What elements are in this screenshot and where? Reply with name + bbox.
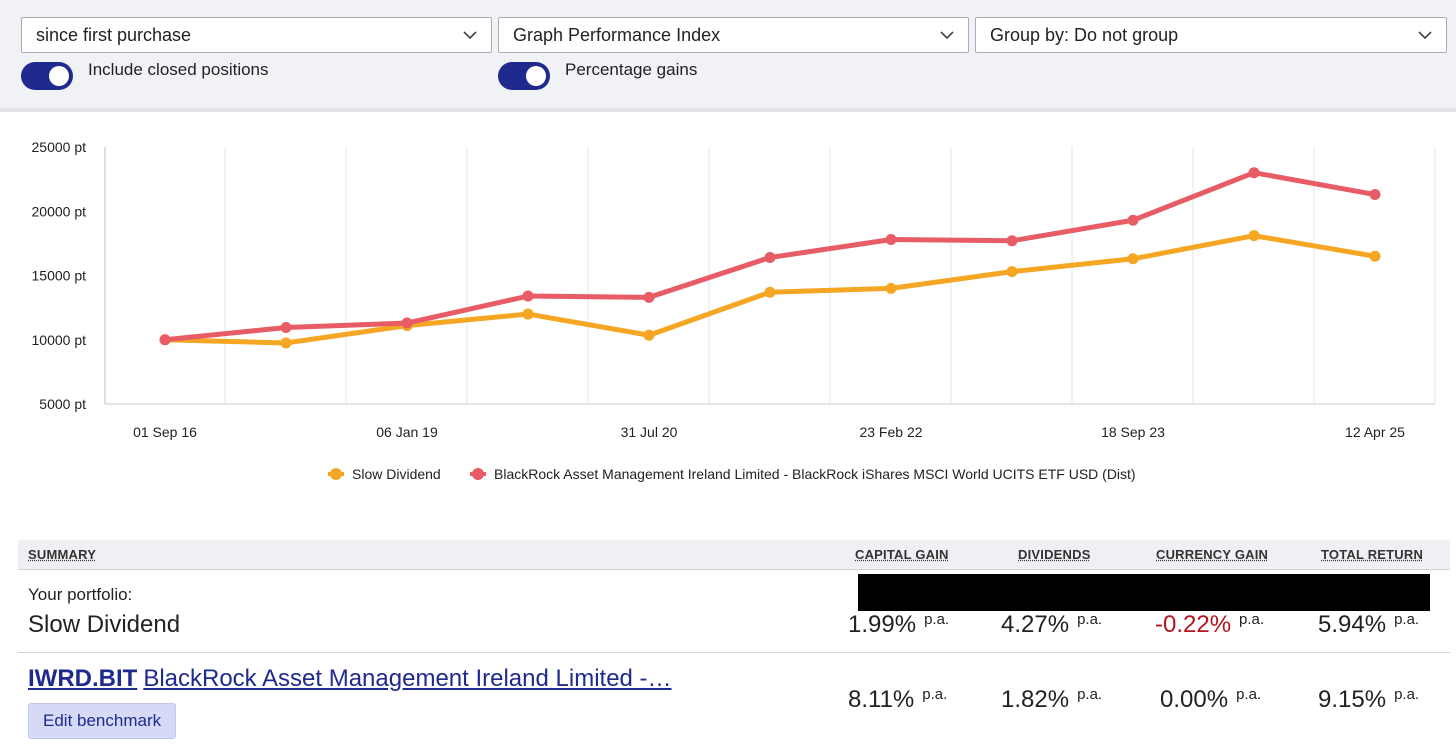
- x-tick-label: 31 Jul 20: [621, 424, 678, 440]
- data-point: [643, 329, 655, 341]
- benchmark-capital-gain: 8.11% p.a.: [848, 686, 948, 713]
- legend-label: Slow Dividend: [352, 466, 441, 482]
- legend-item: Slow Dividend: [328, 466, 441, 482]
- y-tick-label: 25000 pt: [32, 139, 87, 155]
- edit-benchmark-button[interactable]: Edit benchmark: [28, 703, 177, 739]
- group-by-select[interactable]: Group by: Do not group: [975, 17, 1447, 53]
- portfolio-name: Slow Dividend: [28, 611, 181, 638]
- chevron-down-icon: [463, 31, 477, 40]
- benchmark-ticker-link[interactable]: IWRD.BIT: [28, 665, 138, 692]
- data-point: [401, 317, 413, 329]
- redaction-bar: [858, 574, 1430, 611]
- data-point: [643, 291, 655, 303]
- data-point: [1248, 230, 1260, 242]
- x-tick-label: 23 Feb 22: [859, 424, 922, 440]
- data-point: [280, 337, 292, 349]
- header-summary[interactable]: SUMMARY: [28, 547, 97, 562]
- data-point: [1127, 253, 1139, 265]
- toggle-knob: [526, 66, 546, 86]
- x-tick-label: 12 Apr 25: [1345, 424, 1405, 440]
- data-point: [522, 290, 534, 302]
- data-point: [764, 286, 776, 298]
- percentage-gains-toggle[interactable]: [498, 62, 550, 90]
- data-point: [1006, 235, 1018, 247]
- x-tick-label: 18 Sep 23: [1101, 424, 1165, 440]
- y-tick-label: 15000 pt: [32, 268, 87, 284]
- legend-item: BlackRock Asset Management Ireland Limit…: [470, 466, 1136, 482]
- data-point: [1369, 189, 1381, 201]
- y-tick-label: 20000 pt: [32, 203, 87, 219]
- data-point: [1127, 214, 1139, 226]
- portfolio-capital-gain: 1.99% p.a.: [848, 611, 950, 638]
- percentage-gains-label: Percentage gains: [565, 60, 698, 79]
- portfolio-currency-gain: -0.22% p.a.: [1155, 611, 1265, 638]
- header-capital-gain[interactable]: CAPITAL GAIN: [855, 547, 949, 562]
- include-closed-label: Include closed positions: [88, 60, 269, 79]
- portfolio-total-return: 5.94% p.a.: [1318, 611, 1420, 638]
- summary-table: SUMMARY CAPITAL GAIN DIVIDENDS CURRENCY …: [18, 540, 1450, 748]
- include-closed-toggle-row: Include closed positions: [21, 60, 269, 90]
- data-point: [885, 234, 897, 246]
- data-point: [280, 322, 292, 334]
- legend-label: BlackRock Asset Management Ireland Limit…: [494, 466, 1136, 482]
- period-select[interactable]: since first purchase: [21, 17, 492, 53]
- header-dividends[interactable]: DIVIDENDS: [1018, 547, 1091, 562]
- graph-type-select[interactable]: Graph Performance Index: [498, 17, 969, 53]
- x-tick-label: 06 Jan 19: [376, 424, 438, 440]
- benchmark-dividends: 1.82% p.a.: [1001, 686, 1103, 713]
- legend-swatch-dot: [472, 468, 484, 480]
- portfolio-dividends: 4.27% p.a.: [1001, 611, 1103, 638]
- y-tick-label: 10000 pt: [32, 332, 87, 348]
- chevron-down-icon: [940, 31, 954, 40]
- percentage-gains-toggle-row: Percentage gains: [498, 60, 697, 90]
- group-by-select-value: Group by: Do not group: [990, 24, 1179, 45]
- period-select-value: since first purchase: [36, 24, 192, 45]
- chevron-down-icon: [1418, 31, 1432, 40]
- x-tick-label: 01 Sep 16: [133, 424, 197, 440]
- include-closed-toggle[interactable]: [21, 62, 73, 90]
- y-tick-label: 5000 pt: [39, 396, 86, 412]
- y-axis-ticks: 25000 pt 20000 pt 15000 pt 10000 pt 5000 pt: [32, 139, 87, 412]
- benchmark-name-link[interactable]: BlackRock Asset Management Ireland Limit…: [143, 665, 672, 692]
- legend-swatch-dot: [330, 468, 342, 480]
- graph-type-select-value: Graph Performance Index: [513, 24, 721, 45]
- chart-legend: Slow Dividend BlackRock Asset Management …: [328, 466, 1136, 482]
- header-currency-gain[interactable]: CURRENCY GAIN: [1156, 547, 1269, 562]
- data-point: [1369, 250, 1381, 262]
- data-point: [1006, 266, 1018, 278]
- data-point: [522, 308, 534, 320]
- benchmark-title: IWRD.BIT BlackRock Asset Management Irela…: [28, 665, 672, 693]
- toggle-knob: [49, 66, 69, 86]
- data-point: [764, 252, 776, 264]
- benchmark-currency-gain: 0.00% p.a.: [1160, 686, 1262, 713]
- x-axis-ticks: 01 Sep 16 06 Jan 19 31 Jul 20 23 Feb 22 18 S…: [133, 424, 1405, 440]
- data-point: [885, 282, 897, 294]
- summary-table-header: SUMMARY CAPITAL GAIN DIVIDENDS CURRENCY …: [18, 540, 1450, 570]
- controls-divider: [0, 108, 1456, 112]
- chart-series: [159, 167, 1381, 349]
- chart-grid: [104, 147, 1436, 405]
- header-total-return[interactable]: TOTAL RETURN: [1321, 547, 1424, 562]
- data-point: [1248, 167, 1260, 179]
- controls-bar: since first purchase Graph Performance I…: [0, 0, 1456, 108]
- data-point: [159, 334, 171, 346]
- portfolio-label: Your portfolio:: [28, 585, 133, 604]
- table-row-benchmark: IWRD.BIT BlackRock Asset Management Irela…: [18, 653, 1450, 748]
- table-row-portfolio: Your portfolio: Slow Dividend 1.99% p.a. …: [18, 570, 1450, 653]
- benchmark-total-return: 9.15% p.a.: [1318, 686, 1420, 713]
